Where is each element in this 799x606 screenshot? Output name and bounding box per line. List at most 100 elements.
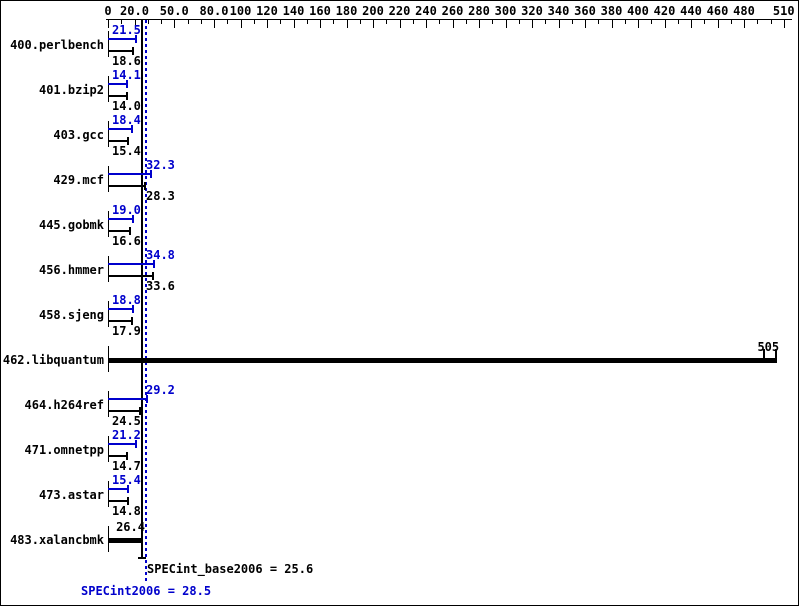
- x-axis-tick-label: 300: [494, 4, 517, 18]
- x-axis-tick: [267, 20, 268, 28]
- base-reference-line-cap: [138, 557, 146, 559]
- peak-bar-end-tick: [149, 170, 152, 178]
- benchmark-label: 462.libquantum: [2, 353, 104, 367]
- peak-value-label: 21.2: [112, 428, 141, 442]
- base-value-label: 18.6: [112, 54, 141, 68]
- x-axis-tick-label: 510: [772, 4, 795, 18]
- base-reference-line: [141, 20, 143, 558]
- x-axis-tick: [227, 20, 228, 24]
- x-axis-tick: [174, 20, 175, 28]
- x-axis-tick: [731, 20, 732, 24]
- x-axis-tick: [280, 20, 281, 24]
- base-bar-end-tick: [126, 497, 129, 505]
- x-axis-tick-label: 180: [335, 4, 358, 18]
- peak-bar-end-tick: [135, 35, 138, 43]
- peak-bar-end-tick: [145, 395, 148, 403]
- x-axis-tick: [254, 20, 255, 24]
- x-axis-tick: [214, 20, 215, 28]
- x-axis-tick-label: 440: [680, 4, 702, 18]
- benchmark-label: 458.sjeng: [38, 308, 104, 322]
- x-axis-tick: [519, 20, 520, 24]
- merged-value-label: 505: [757, 340, 780, 354]
- x-axis-tick: [360, 20, 361, 24]
- benchmark-label: 464.h264ref: [24, 398, 104, 412]
- x-axis-tick: [545, 20, 546, 24]
- x-axis-tick: [625, 20, 626, 24]
- x-axis-tick: [691, 20, 692, 28]
- x-axis-tick: [201, 20, 202, 24]
- x-axis-tick: [439, 20, 440, 24]
- x-axis-tick-label: 50.0: [159, 4, 189, 18]
- peak-reference-line: [145, 20, 147, 584]
- x-axis-tick: [492, 20, 493, 24]
- x-axis-tick: [121, 20, 122, 24]
- peak-bar: [108, 218, 134, 220]
- peak-reference-label: SPECint2006 = 28.5: [81, 584, 212, 598]
- group-axis-bracket: [108, 301, 109, 327]
- x-axis-tick-label: 320: [521, 4, 543, 18]
- group-axis-bracket: [108, 121, 109, 147]
- x-axis-tick-label: 460: [706, 4, 729, 18]
- x-axis-tick: [757, 20, 758, 24]
- peak-bar-end-tick: [125, 80, 128, 88]
- peak-bar: [108, 488, 129, 490]
- peak-value-label: 18.4: [112, 113, 141, 127]
- x-axis-tick: [771, 20, 772, 24]
- base-bar-end-tick: [139, 407, 142, 415]
- base-value-label: 28.3: [146, 189, 175, 203]
- x-axis-tick: [135, 20, 136, 28]
- peak-bar: [108, 128, 133, 130]
- base-bar-end-tick: [144, 182, 147, 190]
- peak-bar-end-tick: [131, 125, 134, 133]
- group-axis-bracket: [108, 31, 109, 57]
- group-axis-bracket: [108, 76, 109, 102]
- peak-bar-end-tick: [131, 305, 134, 313]
- x-axis-tick: [612, 20, 613, 28]
- peak-value-label: 29.2: [146, 383, 175, 397]
- base-bar: [108, 50, 133, 52]
- peak-bar: [108, 83, 127, 85]
- x-axis-tick: [678, 20, 679, 24]
- x-axis-tick-label: 280: [468, 4, 490, 18]
- x-axis-tick: [426, 20, 427, 28]
- x-axis-tick-label: 420: [653, 4, 676, 18]
- x-axis-tick: [479, 20, 480, 28]
- peak-bar: [108, 263, 155, 265]
- base-bar: [108, 275, 153, 277]
- x-axis-tick: [320, 20, 321, 28]
- base-bar-end-tick: [130, 317, 133, 325]
- peak-bar: [108, 443, 137, 445]
- x-axis-tick: [148, 20, 149, 24]
- x-axis-tick: [638, 20, 639, 28]
- benchmark-label: 445.gobmk: [38, 218, 104, 232]
- x-axis-tick: [598, 20, 599, 24]
- peak-value-label: 19.0: [112, 203, 141, 217]
- benchmark-label: 403.gcc: [53, 128, 104, 142]
- base-bar-end-tick: [127, 137, 130, 145]
- peak-value-label: 34.8: [146, 248, 175, 262]
- x-axis-tick-label: 260: [441, 4, 464, 18]
- base-bar: [108, 230, 130, 232]
- x-axis-line: [106, 19, 792, 20]
- group-axis-bracket: [108, 436, 109, 462]
- x-axis-tick: [188, 20, 189, 24]
- peak-bar-end-tick: [127, 485, 130, 493]
- x-axis-tick: [559, 20, 560, 28]
- merged-bar: [108, 538, 143, 543]
- base-value-label: 14.7: [112, 459, 141, 473]
- base-bar-end-tick: [125, 92, 128, 100]
- x-axis-tick: [333, 20, 334, 24]
- base-bar: [108, 410, 141, 412]
- base-bar-end-tick: [128, 227, 131, 235]
- merged-bar: [108, 358, 778, 363]
- x-axis-tick: [400, 20, 401, 28]
- x-axis-tick: [373, 20, 374, 28]
- x-axis-tick: [294, 20, 295, 28]
- base-bar: [108, 500, 128, 502]
- x-axis-tick: [784, 20, 785, 28]
- base-value-label: 16.6: [112, 234, 141, 248]
- x-axis-tick-label: 360: [574, 4, 596, 18]
- x-axis-tick-label: 160: [309, 4, 331, 18]
- peak-bar: [108, 173, 151, 175]
